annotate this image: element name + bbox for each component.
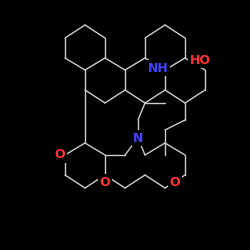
Text: O: O [100,176,110,188]
Text: O: O [55,148,65,162]
Text: N: N [133,132,143,144]
Text: O: O [170,176,180,188]
Text: HO: HO [190,54,210,66]
Text: NH: NH [148,62,169,74]
